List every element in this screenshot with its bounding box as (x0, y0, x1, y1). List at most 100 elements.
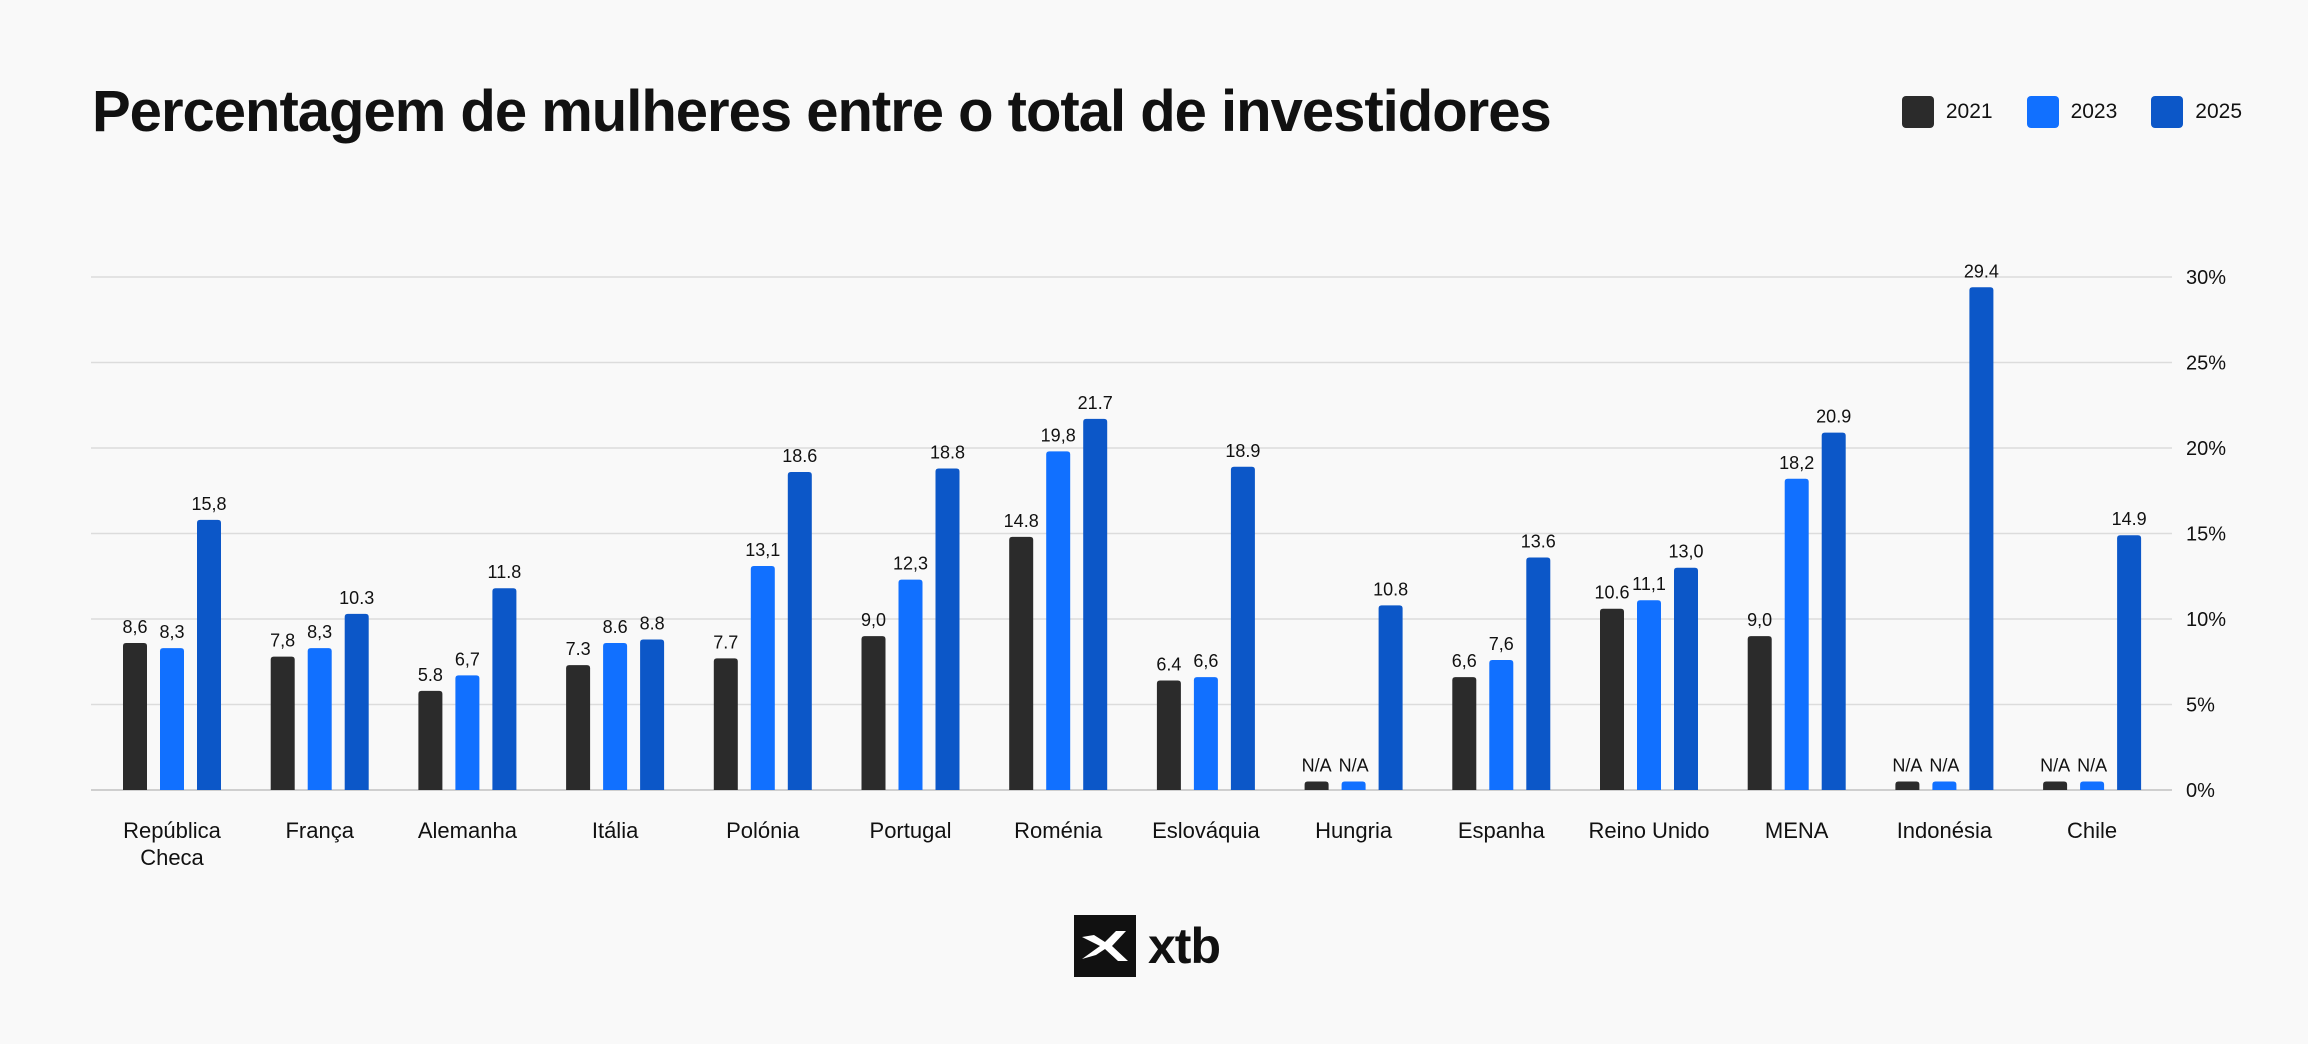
bar-2023 (898, 579, 923, 790)
bar-2025 (1378, 605, 1403, 790)
data-label: N/A (1929, 755, 1959, 775)
bar-2023 (307, 648, 332, 790)
x-tick-label: Indonésia (1897, 818, 1993, 843)
x-tick-label: República Checa (123, 818, 222, 870)
y-tick-label: 25% (2186, 353, 2226, 375)
data-label: 29.4 (1964, 261, 1999, 281)
bar-2021 (1156, 680, 1181, 790)
bar-2023 (1046, 451, 1071, 790)
bar-2021 (1895, 781, 1920, 790)
legend-swatch (1901, 96, 1934, 128)
bar-2021 (1452, 677, 1477, 790)
legend-swatch (2151, 96, 2184, 128)
bar-2025 (935, 468, 960, 790)
data-label: 7.3 (566, 639, 591, 659)
bar-2021 (123, 642, 147, 790)
xtb-logo-icon (1074, 915, 1136, 977)
bar-2023 (1341, 781, 1366, 790)
bar-2023 (1637, 600, 1661, 790)
bar-2025 (787, 471, 812, 790)
x-tick-label: MENA (1765, 818, 1829, 843)
y-tick-label: 30% (2186, 267, 2226, 289)
y-tick-label: 20% (2186, 438, 2226, 460)
legend-label: 2021 (1945, 100, 1993, 123)
bar-chart: 0% 5% 10% 15% 20% 25% 30% 8,6 8,3 15,8 República Ch… (91, 261, 2226, 870)
bar-2023 (1784, 478, 1809, 790)
data-label: 7,8 (270, 631, 295, 651)
data-label: 6,7 (455, 649, 480, 669)
data-label: 6.4 (1156, 655, 1181, 675)
data-label: 13,1 (745, 540, 780, 560)
xtb-logo: xtb (1074, 915, 1221, 977)
data-label: 10.3 (339, 588, 374, 608)
data-label: 11,1 (1632, 574, 1666, 594)
y-tick-label: 0% (2186, 780, 2215, 802)
bar-2021 (713, 658, 738, 790)
data-label: N/A (2040, 755, 2070, 775)
data-label: N/A (1302, 755, 1332, 775)
bar-2023 (455, 675, 480, 790)
bar-2025 (1674, 567, 1698, 790)
data-label: 7,6 (1489, 634, 1514, 654)
bar-2021 (1304, 781, 1329, 790)
legend-item-2021: 2021 (1901, 96, 1993, 128)
data-label: 8,3 (307, 622, 332, 642)
x-tick-label: Hungria (1315, 818, 1393, 843)
data-label: 9,0 (861, 610, 886, 630)
x-tick-label: Itália (592, 818, 639, 843)
data-label: 6,6 (1193, 651, 1218, 671)
bar-2025 (197, 519, 221, 790)
bar-2023 (1193, 677, 1218, 790)
x-tick-label: Polónia (726, 818, 800, 843)
data-label: 11.8 (488, 562, 522, 582)
bar-2021 (1747, 636, 1772, 790)
data-label: 13.6 (1521, 531, 1556, 551)
data-label: 18.6 (782, 446, 817, 466)
y-tick-label: 5% (2186, 695, 2215, 717)
chart-title: Percentagem de mulheres entre o total de… (92, 79, 1552, 144)
y-tick-label: 10% (2186, 609, 2226, 631)
bar-2025 (1083, 418, 1108, 790)
bar-2021 (270, 656, 295, 790)
data-label: 14.9 (2112, 509, 2147, 529)
data-label: N/A (1892, 755, 1922, 775)
data-label: 10.6 (1594, 583, 1629, 603)
bar-2023 (1489, 660, 1514, 790)
data-label: 5.8 (418, 665, 443, 685)
data-label: 8,6 (122, 617, 147, 637)
bar-2025 (1230, 466, 1255, 790)
bar-2025 (640, 639, 665, 790)
legend-item-2025: 2025 (2151, 96, 2242, 128)
bar-2023 (160, 648, 184, 790)
x-tick-label: Alemanha (418, 818, 518, 843)
data-label: 18,2 (1779, 453, 1814, 473)
bar-2025 (1821, 432, 1846, 790)
x-tick-label: Portugal (870, 818, 952, 843)
bar-2025 (1969, 287, 1994, 790)
bar-2023 (603, 642, 628, 790)
data-label: 8.8 (640, 614, 665, 634)
x-tick-label: Roménia (1014, 818, 1103, 843)
x-tick-label: Reino Unido (1588, 818, 1709, 843)
bar-2023 (750, 565, 775, 790)
bar-2021 (566, 665, 591, 790)
data-label: 18.8 (930, 443, 965, 463)
x-tick-label: França (285, 818, 354, 843)
bar-2021 (1600, 608, 1624, 790)
y-tick-label: 15% (2186, 524, 2226, 546)
x-tick-label: Eslováquia (1152, 818, 1260, 843)
data-label: 10.8 (1373, 579, 1408, 599)
bar-2023 (2080, 781, 2105, 790)
logo-text: xtb (1148, 918, 1221, 974)
data-label: 15,8 (191, 494, 226, 514)
data-label: N/A (2077, 755, 2107, 775)
data-label: N/A (1339, 755, 1369, 775)
bar-2021 (418, 690, 443, 790)
data-label: 20.9 (1816, 407, 1851, 427)
data-label: 6,6 (1452, 651, 1477, 671)
data-label: 21.7 (1078, 393, 1113, 413)
data-label: 8.6 (603, 617, 628, 637)
bar-2021 (1009, 536, 1034, 790)
legend-label: 2025 (2195, 100, 2242, 123)
bar-2021 (861, 636, 886, 790)
